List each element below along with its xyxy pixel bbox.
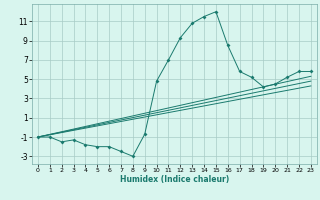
X-axis label: Humidex (Indice chaleur): Humidex (Indice chaleur) [120,175,229,184]
